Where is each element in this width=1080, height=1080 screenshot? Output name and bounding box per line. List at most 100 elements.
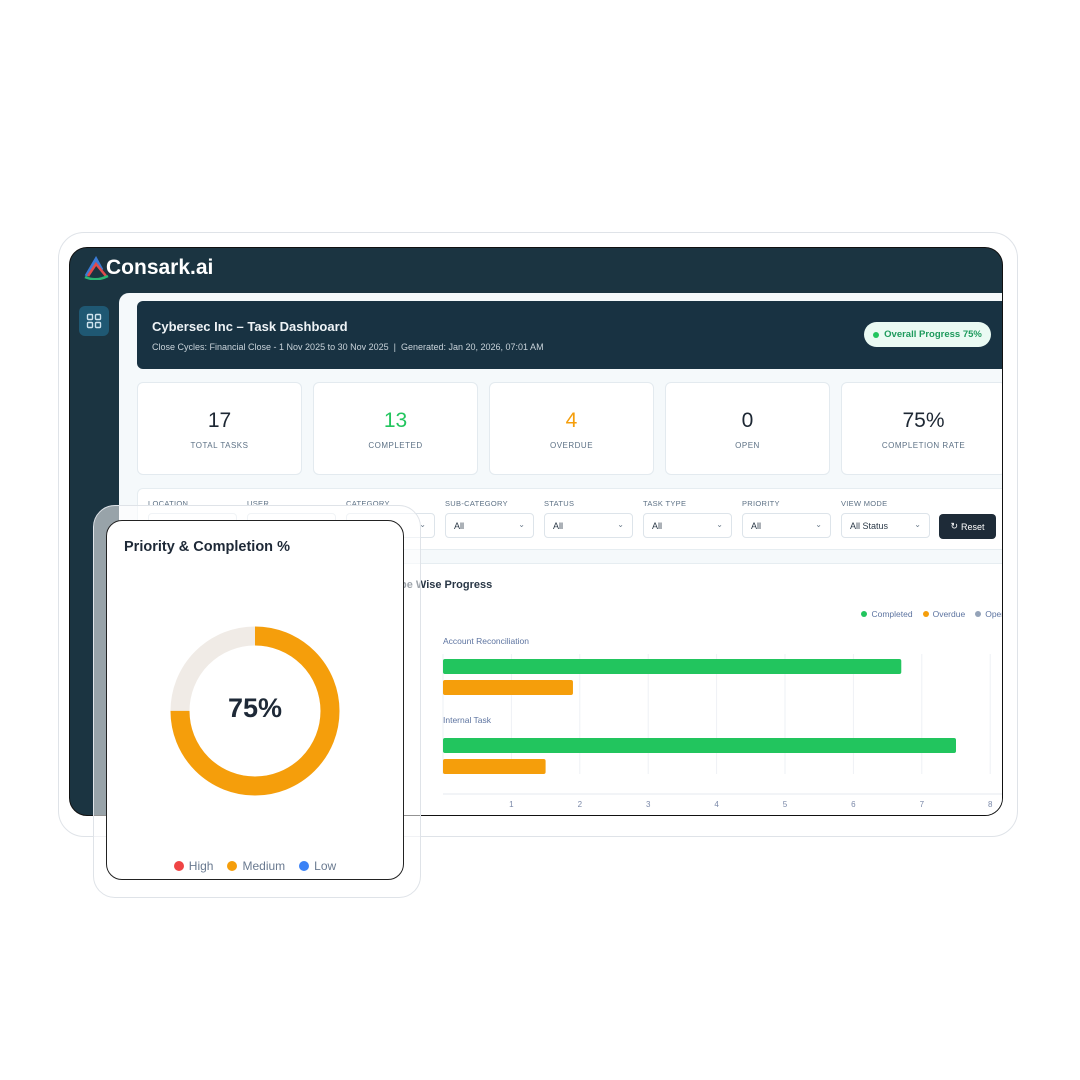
legend-label: Completed [871,609,913,619]
chevron-down-icon: ⌄ [518,520,525,529]
legend-label: Low [314,859,337,873]
stat-card: 75% COMPLETION RATE [841,382,1002,475]
x-tick-label: 6 [851,800,856,809]
filter-label: TASK TYPE [643,499,687,508]
x-tick-label: 7 [920,800,925,809]
x-tick-label: 4 [714,800,719,809]
stat-label: TOTAL TASKS [190,441,249,450]
filter-select[interactable]: All ⌄ [742,513,831,538]
chevron-down-icon: ⌄ [914,520,921,529]
donut-center-label: 75% [227,693,283,723]
chart-legend: Completed Overdue Open [861,609,1002,619]
category-label: Account Reconciliation [443,636,529,646]
legend-dot-icon [922,611,929,617]
filter-select[interactable]: All ⌄ [643,513,732,538]
page-subtitle: Close Cycles: Financial Close - 1 Nov 20… [152,342,544,352]
filter-label: LOCATION [148,499,189,508]
legend-dot-icon [299,861,310,871]
filter-status: STATUS All ⌄ [544,499,633,538]
filter-view-mode: VIEW MODE All Status ⌄ [841,499,930,538]
filter-label: SUB-CATEGORY [445,499,508,508]
donut-arc-completed [170,626,340,796]
x-tick-label: 5 [783,800,788,809]
stat-value: 75% [902,409,945,432]
legend-item: Open [975,609,1002,619]
legend-dot-icon [861,611,868,617]
bar-completed[interactable] [443,659,902,674]
legend-item: Completed [861,609,913,619]
logo-icon [84,256,109,280]
sidebar-dashboard-button[interactable] [79,306,109,336]
brand-logo: Consark.ai [84,256,213,280]
status-dot-icon [873,331,880,338]
stat-label: OVERDUE [549,441,594,450]
filter-label: STATUS [544,499,575,508]
stat-value: 17 [207,409,232,432]
brand-name: Consark.ai [106,256,214,279]
page-title: Cybersec Inc – Task Dashboard [152,319,348,334]
reset-button[interactable]: ↻ Reset [939,514,996,539]
filter-sub-category: SUB-CATEGORY All ⌄ [445,499,534,538]
progress-badge-text: Overall Progress 75% [884,329,982,340]
filter-task-type: TASK TYPE All ⌄ [643,499,732,538]
chevron-down-icon: ⌄ [815,520,822,529]
donut-center [189,645,321,777]
stat-card: 13 COMPLETED [313,382,478,475]
filter-label: CATEGORY [346,499,390,508]
filter-select[interactable]: All ⌄ [445,513,534,538]
legend-dot-icon [173,861,184,871]
stat-value: 13 [383,409,408,432]
filter-select[interactable]: All ⌄ [544,513,633,538]
bar-overdue[interactable] [443,680,573,695]
stat-label: COMPLETED [368,441,423,450]
bar-completed[interactable] [443,738,956,753]
filter-value: All [751,521,762,531]
filter-label: USER [247,499,270,508]
type-wise-progress-card: Type Wise Progress CompletedOverdueOpen … [137,563,1002,815]
dashboard-header: Cybersec Inc – Task Dashboard Close Cycl… [137,301,1002,369]
filter-label: PRIORITY [742,499,780,508]
reset-icon: ↻ [950,521,959,531]
chevron-down-icon: ⌄ [716,520,723,529]
bar-overdue[interactable] [443,759,546,774]
donut-legend-item: High [173,859,214,873]
legend-dot-icon [227,861,238,871]
legend-label: Overdue [932,609,966,619]
stat-card: 4 OVERDUE [489,382,654,475]
donut-legend: High Medium Low [107,859,403,873]
filter-priority: PRIORITY All ⌄ [742,499,831,538]
filter-value: All Status [850,521,889,531]
priority-completion-card: Priority & Completion % 75% High Medium Lo… [106,520,404,880]
donut-title: Priority & Completion % [124,539,290,555]
legend-item: Overdue [922,609,966,619]
donut-chart [170,626,340,796]
overall-progress-badge: Overall Progress 75% [864,322,991,347]
stat-label: OPEN [735,441,760,450]
legend-label: Medium [242,859,286,873]
filter-value: All [454,521,465,531]
x-tick-label: 8 [988,800,993,809]
chevron-down-icon: ⌄ [419,520,426,529]
x-tick-label: 2 [578,800,583,809]
filter-select[interactable]: All Status ⌄ [841,513,930,538]
bar-chart: 123456789Account ReconciliationInternal … [442,636,1002,809]
donut-legend-item: Low [299,859,336,873]
grid-icon [86,313,102,329]
stat-card: 17 TOTAL TASKS [137,382,302,475]
filter-value: All [652,521,663,531]
stat-value: 4 [565,409,578,432]
legend-label: High [188,859,214,873]
legend-label: Open [985,609,1002,619]
stat-value: 0 [741,409,754,432]
donut-legend-item: Medium [227,859,285,873]
filter-label: VIEW MODE [841,499,888,508]
stat-card: 0 OPEN [665,382,830,475]
x-tick-label: 1 [509,800,514,809]
category-label: Internal Task [443,715,492,725]
stat-label: COMPLETION RATE [881,441,966,450]
legend-dot-icon [975,611,982,617]
chevron-down-icon: ⌄ [617,520,624,529]
reset-label: Reset [961,521,985,532]
filter-value: All [553,521,564,531]
x-tick-label: 3 [646,800,651,809]
